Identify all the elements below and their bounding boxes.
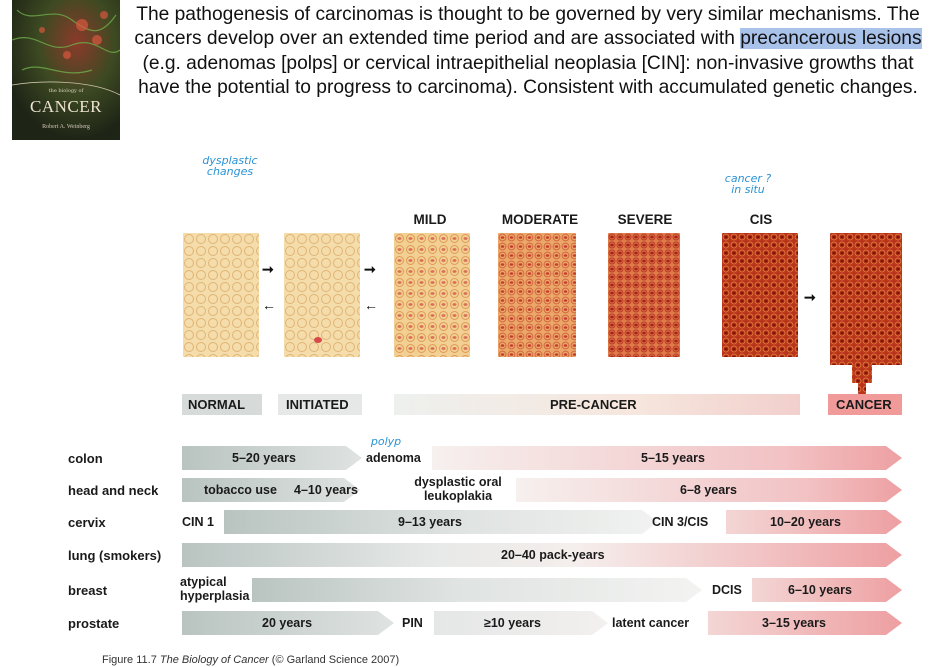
bar-prostate-3 <box>708 611 902 635</box>
head-neck-risk: tobacco use <box>204 483 277 497</box>
prostate-stage-latent-cancer: latent cancer <box>612 616 690 630</box>
colon-duration-2: 5–15 years <box>641 451 705 465</box>
row-label-cervix: cervix <box>68 515 106 530</box>
stage-label-moderate: MODERATE <box>501 212 579 227</box>
intro-text-after: (e.g. adenomas [polps] or cervical intra… <box>138 52 918 98</box>
arrow-right-icon: ➞ <box>364 261 376 277</box>
band-cancer <box>828 394 902 415</box>
book-cover-image: the biology of CANCER Robert A. Weinberg <box>12 0 120 140</box>
highlighted-term: precancerous lesions <box>740 28 922 50</box>
band-initiated <box>278 394 362 415</box>
handwritten-line: in situ <box>731 183 765 196</box>
row-label-head-neck: head and neck <box>68 483 159 498</box>
head-neck-duration-2: 6–8 years <box>680 483 738 497</box>
breast-stage-dcis: DCIS <box>712 583 742 597</box>
lung-duration: 20–40 pack-years <box>501 548 605 562</box>
stage-label-cis: CIS <box>749 212 773 227</box>
row-label-colon: colon <box>68 451 103 466</box>
caption-suffix: (© Garland Science 2007) <box>268 654 400 666</box>
arrow-right-icon: ➞ <box>262 261 274 277</box>
cover-title: CANCER <box>30 97 102 116</box>
cover-author: Robert A. Weinberg <box>42 124 90 130</box>
arrow-left-icon: ← <box>262 297 276 313</box>
bar-breast-1 <box>252 578 702 602</box>
breast-stage-atypical-hyperplasia: atypical hyperplasia <box>180 575 249 603</box>
row-label-prostate: prostate <box>68 616 120 631</box>
figure-caption: Figure 11.7 The Biology of Cancer (© Gar… <box>102 654 399 666</box>
bar-cervix-1 <box>224 510 658 534</box>
cervix-stage-cin1: CIN 1 <box>182 515 214 529</box>
stage-text-line: hyperplasia <box>180 589 250 603</box>
stage-text-line: leukoplakia <box>423 489 493 503</box>
head-neck-stage-leukoplakia: dysplastic oral leukoplakia <box>403 475 513 503</box>
row-label-lung: lung (smokers) <box>68 548 162 563</box>
cover-texture <box>12 0 120 140</box>
bar-lung <box>182 543 902 567</box>
handwritten-note-cancer-in-situ: cancer ? in situ <box>708 173 788 195</box>
tissue-initiated <box>284 233 360 357</box>
stage-text-line: dysplastic oral <box>414 475 502 489</box>
prostate-duration-1: 20 years <box>262 616 313 630</box>
caption-book-title: The Biology of Cancer <box>159 654 269 666</box>
band-label-normal: NORMAL <box>188 397 246 412</box>
tissue-cis <box>722 233 798 357</box>
band-precancer <box>394 394 800 415</box>
colon-duration-1: 5–20 years <box>232 451 296 465</box>
tissue-moderate <box>498 233 576 357</box>
band-label-cancer: CANCER <box>836 397 892 412</box>
stage-label-severe: SEVERE <box>617 212 673 227</box>
bar-prostate-1 <box>182 611 394 635</box>
bar-head-neck-2 <box>516 478 902 502</box>
bar-head-neck-1 <box>182 478 360 502</box>
band-label-initiated: INITIATED <box>286 397 349 412</box>
tissue-cancer <box>830 233 902 399</box>
prostate-duration-2: ≥10 years <box>484 616 541 630</box>
handwritten-line: changes <box>206 165 254 178</box>
bar-colon-2 <box>432 446 902 470</box>
handwritten-note-polyp: polyp <box>370 435 402 448</box>
arrow-right-icon: ➞ <box>804 289 816 305</box>
band-normal <box>182 394 262 415</box>
intro-paragraph: The pathogenesis of carcinomas is though… <box>128 3 928 100</box>
stage-text-line: atypical <box>180 575 227 589</box>
head-neck-duration-1: 4–10 years <box>294 483 358 497</box>
bar-breast-2 <box>752 578 902 602</box>
handwritten-note-dysplastic: dysplastic changes <box>180 155 280 177</box>
handwritten-line: dysplastic <box>202 154 258 167</box>
tissue-mild <box>394 233 470 357</box>
tissue-normal <box>183 233 259 357</box>
colon-stage-adenoma: adenoma <box>366 451 421 465</box>
prostate-duration-3: 3–15 years <box>762 616 826 630</box>
bar-prostate-2 <box>434 611 608 635</box>
row-label-breast: breast <box>68 583 108 598</box>
intro-text-before: The pathogenesis of carcinomas is though… <box>134 4 920 50</box>
arrow-left-icon: ← <box>364 297 378 313</box>
cervix-duration-2: 10–20 years <box>770 515 841 529</box>
cervix-stage-cis: CIN 3/CIS <box>652 515 709 529</box>
bar-cervix-2 <box>726 510 902 534</box>
bar-colon-1 <box>182 446 362 470</box>
caption-prefix: Figure 11.7 <box>102 654 160 666</box>
breast-duration: 6–10 years <box>788 583 852 597</box>
cervix-duration-1: 9–13 years <box>398 515 462 529</box>
handwritten-line: cancer ? <box>724 172 772 185</box>
stage-label-mild: MILD <box>413 212 447 227</box>
band-label-precancer: PRE-CANCER <box>550 397 637 412</box>
cover-subtitle: the biology of <box>48 88 84 94</box>
tissue-severe <box>608 233 680 357</box>
prostate-stage-pin: PIN <box>402 616 423 630</box>
